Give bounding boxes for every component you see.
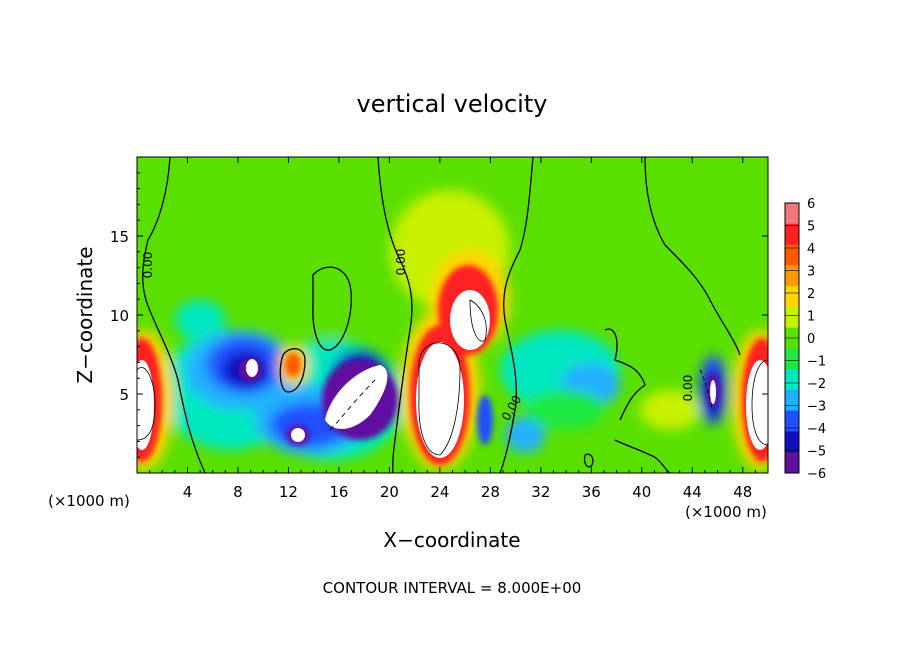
x-tick-label: 36 (582, 483, 601, 501)
x-tick-label: 40 (632, 483, 651, 501)
colorbar-label: 1 (807, 310, 815, 325)
plot-area (137, 157, 768, 473)
contour-label: 0.00 (681, 375, 695, 402)
colorbar: 6 5 4 3 2 1 0 −1 −2 −3 −4 −5 −6 (784, 197, 826, 482)
x-tick-label: 20 (380, 483, 399, 501)
colorbar-swatch (785, 286, 799, 308)
colorbar-swatch (785, 431, 799, 453)
y-tick-label: 15 (110, 228, 129, 246)
colorbar-swatch (785, 452, 799, 474)
colorbar-label: 5 (807, 220, 815, 235)
colorbar-label: −2 (807, 377, 826, 392)
colorbar-label: 6 (807, 197, 815, 212)
colorbar-label: −1 (807, 355, 826, 370)
colorbar-swatch (785, 223, 799, 246)
colorbar-label: −4 (807, 422, 826, 437)
chart-title: vertical velocity (357, 90, 548, 118)
colorbar-label: −3 (807, 400, 826, 415)
field-extremes (137, 290, 768, 458)
x-tick-label: 44 (683, 483, 702, 501)
colorbar-swatch (785, 306, 799, 329)
colorbar-label: 0 (807, 332, 815, 347)
colorbar-label: 3 (807, 265, 815, 280)
colorbar-label: 2 (807, 287, 815, 302)
contour-label: 0.00 (394, 249, 408, 276)
x-axis-ticks: 4 8 12 16 20 24 28 32 36 40 44 48 (149, 157, 756, 501)
x-unit-left: (×1000 m) (48, 492, 130, 510)
x-tick-label: 48 (733, 483, 752, 501)
y-axis-ticks: 5 10 15 (110, 172, 768, 458)
colorbar-swatch (785, 410, 799, 432)
x-axis-label: X−coordinate (383, 528, 520, 552)
colorbar-swatch (785, 203, 799, 225)
contour-interval-note: CONTOUR INTERVAL = 8.000E+00 (323, 579, 582, 597)
y-tick-label: 10 (110, 307, 129, 325)
colorbar-label: −5 (807, 445, 826, 460)
x-tick-label: 16 (329, 483, 348, 501)
x-tick-label: 4 (183, 483, 193, 501)
colorbar-swatch (785, 369, 799, 391)
x-tick-label: 32 (531, 483, 550, 501)
contour-label: 0.00 (141, 252, 155, 279)
colorbar-label: −6 (807, 467, 826, 482)
y-axis-label: Z−coordinate (73, 246, 97, 383)
colorbar-swatch (785, 244, 799, 266)
colorbar-swatch (785, 389, 799, 412)
x-tick-label: 24 (430, 483, 449, 501)
x-tick-label: 28 (481, 483, 500, 501)
colorbar-swatch (785, 265, 799, 287)
x-unit-right: (×1000 m) (685, 503, 767, 521)
y-tick-label: 5 (119, 386, 129, 404)
x-tick-label: 12 (279, 483, 298, 501)
x-tick-label: 8 (233, 483, 243, 501)
colorbar-label: 4 (807, 242, 815, 257)
contour-lines (137, 157, 768, 473)
colorbar-swatch (785, 348, 799, 370)
